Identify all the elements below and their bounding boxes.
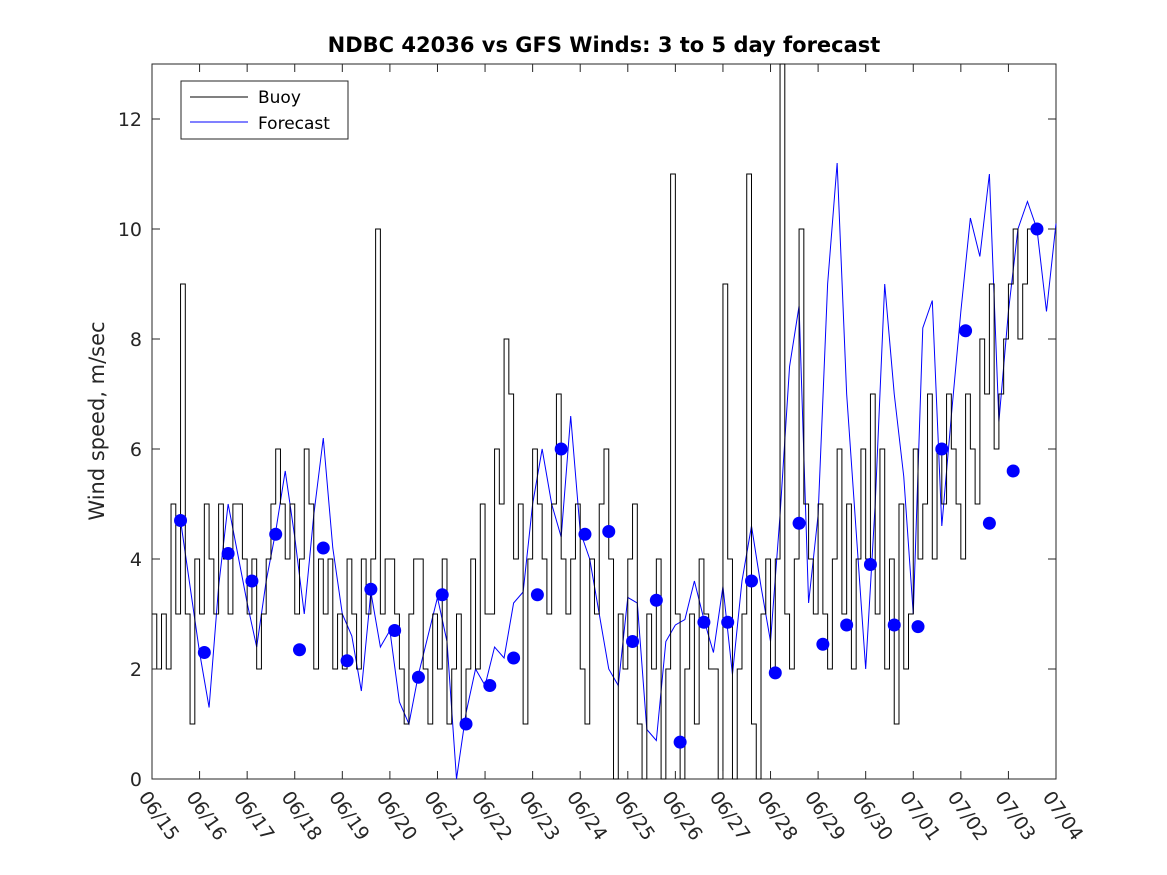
forecast-marker — [602, 525, 616, 538]
forecast-marker — [340, 654, 354, 668]
buoy-line — [152, 63, 1033, 780]
forecast-marker — [982, 516, 996, 530]
x-tick-label: 06/27 — [705, 787, 754, 844]
buoy-series — [152, 63, 1033, 780]
forecast-marker — [388, 624, 402, 637]
y-tick-label: 4 — [130, 549, 142, 571]
y-axis: 0 2 4 6 8 10 12 — [118, 109, 1056, 791]
y-tick-label: 10 — [118, 219, 142, 241]
forecast-marker — [174, 514, 188, 527]
forecast-marker — [744, 574, 758, 588]
axes-box — [151, 63, 1057, 780]
x-tick-label: 06/18 — [277, 787, 326, 844]
forecast-marker — [721, 615, 735, 629]
plot-area — [151, 63, 1057, 780]
forecast-marker — [626, 635, 640, 648]
x-tick-label: 06/20 — [372, 787, 421, 844]
x-tick-label: 06/23 — [515, 787, 564, 844]
forecast-marker — [1030, 222, 1044, 236]
forecast-marker — [221, 547, 235, 560]
x-tick-label: 07/02 — [943, 787, 992, 844]
forecast-marker — [197, 646, 211, 659]
forecast-marker — [935, 442, 949, 456]
y-tick-label: 0 — [130, 769, 142, 791]
forecast-marker — [816, 637, 830, 651]
y-axis-label: Wind speed, m/sec — [85, 321, 109, 520]
x-tick-label: 06/19 — [324, 787, 373, 844]
forecast-marker — [768, 666, 782, 680]
forecast-marker — [435, 588, 449, 602]
forecast-marker — [863, 558, 877, 571]
legend: Buoy Forecast — [180, 80, 349, 140]
x-tick-label: 06/22 — [467, 787, 516, 844]
forecast-marker — [292, 643, 306, 657]
forecast-marker — [697, 615, 711, 629]
y-tick-label: 8 — [130, 329, 142, 351]
forecast-marker — [245, 574, 259, 588]
forecast-marker — [578, 527, 592, 541]
x-tick-label: 06/30 — [848, 787, 897, 844]
y-tick-label: 12 — [118, 109, 142, 131]
forecast-marker — [507, 651, 521, 665]
x-tick-label: 06/25 — [610, 787, 659, 844]
x-tick-label: 06/17 — [229, 787, 278, 844]
x-tick-label: 06/28 — [752, 787, 801, 844]
x-tick-label: 06/24 — [562, 787, 611, 844]
legend-buoy-label: Buoy — [258, 88, 301, 108]
forecast-marker — [1006, 464, 1020, 478]
forecast-marker — [959, 324, 973, 338]
forecast-marker — [554, 442, 568, 456]
x-tick-label: 07/03 — [990, 787, 1039, 844]
y-tick-label: 2 — [130, 659, 142, 681]
forecast-marker — [792, 516, 806, 530]
y-tick-label: 6 — [130, 439, 142, 461]
forecast-marker — [887, 618, 901, 632]
legend-forecast-label: Forecast — [258, 114, 330, 134]
forecast-marker — [530, 588, 544, 602]
forecast-marker — [911, 620, 925, 634]
forecast-marker — [673, 735, 687, 749]
forecast-marker — [411, 670, 425, 684]
x-tick-label: 07/04 — [1038, 787, 1087, 844]
x-tick-label: 06/15 — [134, 787, 183, 844]
legend-box — [180, 80, 349, 140]
forecast-marker — [483, 679, 497, 692]
x-tick-label: 06/26 — [657, 787, 706, 844]
forecast-marker — [269, 527, 283, 541]
x-tick-label: 06/29 — [800, 787, 849, 844]
forecast-marker — [364, 582, 378, 596]
forecast-marker — [649, 593, 663, 607]
x-tick-label: 06/21 — [419, 787, 468, 844]
forecast-marker — [840, 618, 854, 632]
chart-title: NDBC 42036 vs GFS Winds: 3 to 5 day fore… — [328, 33, 881, 57]
forecast-marker — [459, 717, 473, 731]
x-tick-label: 06/16 — [181, 787, 230, 844]
forecast-marker — [316, 541, 330, 555]
x-tick-label: 07/01 — [895, 787, 944, 844]
forecast-markers — [174, 222, 1044, 749]
